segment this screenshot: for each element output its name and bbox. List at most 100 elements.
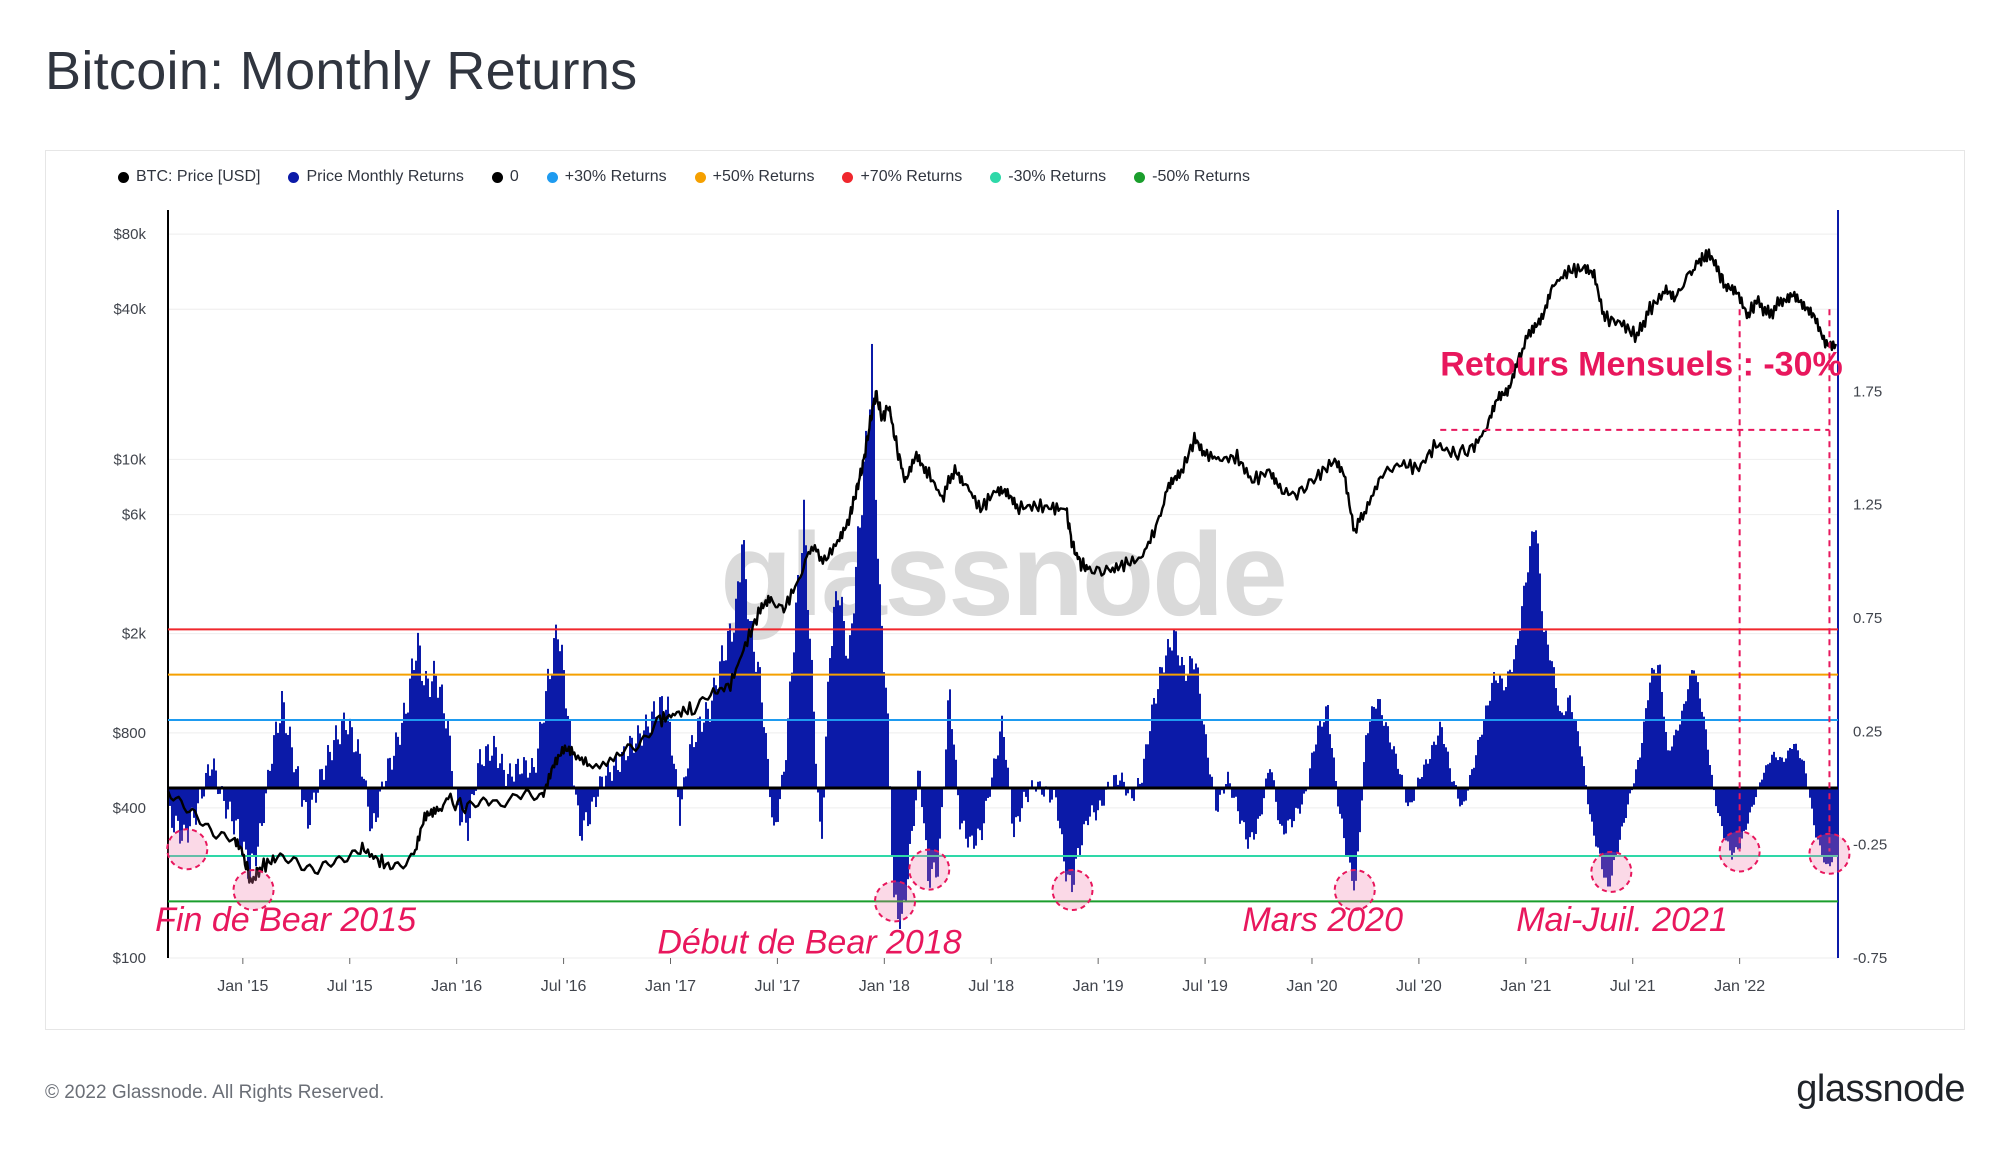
return-bar — [1811, 788, 1813, 809]
return-bar — [1723, 788, 1725, 839]
legend-swatch — [990, 171, 1002, 183]
return-bar — [1521, 606, 1523, 788]
return-bar — [1371, 706, 1373, 788]
return-bar — [913, 788, 915, 827]
return-bar — [523, 757, 525, 788]
return-bar — [1313, 751, 1315, 788]
return-bar — [1627, 788, 1629, 805]
return-bar — [785, 760, 787, 788]
return-bar — [1267, 772, 1269, 788]
return-bar — [1793, 743, 1795, 788]
return-bar — [1003, 737, 1005, 788]
return-bar — [493, 735, 495, 788]
return-bar — [1071, 788, 1073, 893]
annotation-label: Retours Mensuels : -30% — [1440, 345, 1842, 383]
return-bar — [261, 788, 263, 826]
return-bar — [1699, 698, 1701, 788]
return-bar — [783, 771, 785, 788]
return-bar — [765, 733, 767, 788]
return-bar — [1209, 774, 1211, 788]
return-bar — [1623, 788, 1625, 823]
return-bar — [1775, 757, 1777, 788]
return-bar — [1281, 788, 1283, 826]
return-bar — [1441, 727, 1443, 788]
return-bar — [575, 788, 577, 795]
return-bar — [211, 769, 213, 788]
return-bar — [705, 702, 707, 788]
return-bar — [501, 753, 503, 788]
return-bar — [1007, 767, 1009, 788]
return-bar — [1423, 764, 1425, 788]
price-line — [166, 248, 1838, 884]
return-bar — [1565, 711, 1567, 788]
chart-frame — [45, 150, 1965, 1030]
return-bar — [477, 763, 479, 788]
legend-item[interactable]: 0 — [491, 168, 519, 186]
return-bar — [675, 769, 677, 788]
return-bar — [1177, 655, 1179, 788]
return-bar — [1201, 719, 1203, 788]
return-bar — [1229, 783, 1231, 788]
return-bar — [613, 765, 615, 788]
annotation-label: Début de Bear 2018 — [657, 923, 961, 961]
return-bar — [191, 788, 193, 808]
return-bar — [359, 753, 361, 788]
return-bar — [1251, 788, 1253, 833]
return-bar — [1617, 788, 1619, 853]
return-bar — [1569, 695, 1571, 788]
highlight-circle — [1590, 850, 1633, 893]
return-bar — [193, 788, 195, 818]
return-bar — [487, 744, 489, 788]
return-bar — [795, 602, 797, 788]
legend-item[interactable]: +50% Returns — [694, 168, 814, 186]
return-bar — [593, 788, 595, 798]
return-bar — [975, 788, 977, 846]
return-bar — [1301, 788, 1303, 805]
return-bar — [679, 788, 681, 826]
return-bar — [533, 767, 535, 788]
return-bar — [1431, 745, 1433, 788]
return-bar — [1695, 675, 1697, 788]
return-bar — [311, 788, 313, 800]
return-bar — [769, 788, 771, 798]
return-bar — [401, 722, 403, 788]
return-bar — [1729, 788, 1731, 851]
return-bar — [1287, 788, 1289, 821]
return-bar — [435, 675, 437, 788]
return-bar — [1721, 788, 1723, 827]
return-bar — [1215, 788, 1217, 811]
return-bar — [1189, 656, 1191, 788]
annotation-label: Mai-Juil. 2021 — [1516, 901, 1728, 939]
return-bar — [1673, 735, 1675, 788]
return-bar — [1819, 788, 1821, 846]
legend-item[interactable]: +70% Returns — [842, 168, 962, 186]
legend-item[interactable]: -50% Returns — [1134, 168, 1250, 186]
return-bar — [939, 788, 941, 839]
return-bar — [577, 788, 579, 806]
return-bar — [525, 760, 527, 788]
return-bar — [247, 788, 249, 879]
return-bar — [1519, 630, 1521, 788]
return-bar — [1417, 777, 1419, 788]
return-bar — [285, 733, 287, 788]
return-bar — [1803, 760, 1805, 788]
return-bar — [1557, 705, 1559, 788]
return-bar — [607, 761, 609, 788]
return-bar — [927, 788, 929, 882]
return-bar — [1665, 731, 1667, 788]
return-bar — [1277, 788, 1279, 821]
legend-item[interactable]: Price Monthly Returns — [288, 168, 464, 186]
return-bar — [263, 788, 265, 824]
return-bar — [1031, 780, 1033, 788]
return-bar — [1187, 674, 1189, 788]
return-bar — [997, 755, 999, 788]
legend-item[interactable]: BTC: Price [USD] — [118, 168, 260, 186]
return-bar — [1543, 631, 1545, 788]
return-bar — [979, 788, 981, 831]
legend-item[interactable]: +30% Returns — [546, 168, 667, 186]
return-bar — [255, 788, 257, 867]
return-bar — [1161, 667, 1163, 788]
return-bar — [677, 788, 679, 798]
legend-item[interactable]: -30% Returns — [990, 168, 1106, 186]
return-bar — [439, 686, 441, 788]
